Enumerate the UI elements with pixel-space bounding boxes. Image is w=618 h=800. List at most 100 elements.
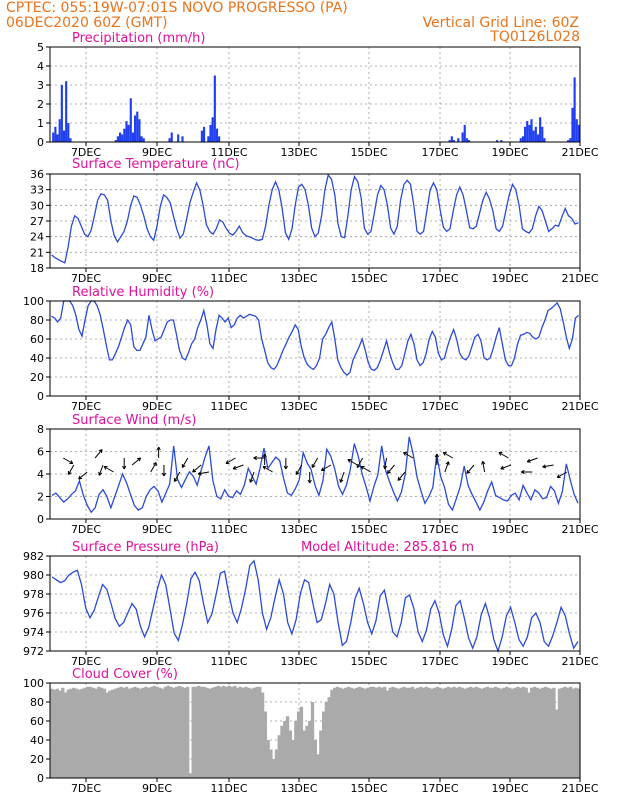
cloud-bar: [111, 689, 115, 778]
cloud-bar: [86, 686, 90, 778]
x-tick-label: 21DEC: [561, 655, 598, 668]
cloud-bar: [188, 773, 193, 778]
cloud-bar: [72, 687, 76, 778]
cloud-bar: [241, 687, 245, 778]
wind-arrow-head: [192, 470, 197, 473]
cloud-bar: [455, 687, 459, 778]
wind-arrow: [150, 462, 157, 473]
y-tick-label: 100: [23, 295, 44, 308]
wind-arrow-head: [542, 466, 547, 469]
x-tick-label: 19DEC: [491, 655, 528, 668]
x-tick-label: 21DEC: [561, 400, 598, 413]
cloud-bar: [158, 687, 162, 778]
precip-bar: [138, 119, 141, 142]
wind-arrow-head: [78, 477, 83, 480]
y-tick-label: 100: [23, 677, 44, 690]
cloud-bar: [210, 687, 215, 778]
y-tick-label: 5: [37, 41, 44, 54]
x-tick-label: 21DEC: [561, 272, 598, 285]
wind-arrow: [482, 461, 486, 473]
precip-bar: [202, 126, 206, 142]
precip-bar: [567, 140, 570, 142]
cloud-bar: [316, 754, 320, 778]
precip-bar: [569, 138, 572, 142]
wind-arrow-head: [384, 465, 388, 470]
precip-bar: [52, 132, 55, 142]
precip-bar: [114, 140, 117, 142]
cloud-bar: [402, 686, 406, 778]
precip-bar: [207, 136, 210, 142]
wind-arrow-head: [123, 465, 127, 470]
cloud-bar: [335, 686, 340, 778]
cloud-bar: [502, 687, 506, 778]
panel-frame: [49, 682, 581, 779]
y-tick-label: 2: [37, 491, 44, 504]
x-tick-label: 19DEC: [491, 272, 528, 285]
wind-arrow: [466, 464, 475, 474]
cloud-bar: [296, 711, 301, 778]
cloud-bar: [94, 688, 98, 778]
cloud-bar: [388, 687, 392, 778]
header: CPTEC: 055:19W-07:01S NOVO PROGRESSO (PA…: [6, 0, 580, 45]
y-tick-label: 33: [30, 184, 44, 197]
x-tick-label: 19DEC: [491, 400, 528, 413]
panel-5: 972 974 976 978 980 982 7DEC 9DEC 11DEC 13DEC 15DE…: [23, 540, 599, 668]
wind-arrow: [384, 457, 388, 469]
cloud-bar: [488, 687, 492, 778]
cloud-bar: [518, 687, 523, 778]
x-tick-label: 9DEC: [142, 655, 172, 668]
precip-bar: [142, 138, 145, 142]
cloud-bar: [97, 686, 101, 778]
cloud-bar: [119, 686, 123, 778]
cloud-bar: [530, 687, 534, 778]
precip-bar: [467, 140, 471, 142]
y-tick-label: 980: [23, 569, 44, 582]
wind-arrow: [103, 466, 114, 473]
wind-arrow-head: [311, 465, 316, 468]
cloud-bar: [116, 687, 120, 778]
cloud-bar: [216, 685, 220, 778]
wind-arrow-head: [98, 472, 103, 476]
precip-bar: [218, 136, 221, 142]
cloud-bar: [535, 687, 539, 778]
precip-bar: [140, 136, 143, 142]
panel-3: 0 20 40 60 80 100 7DEC 9DEC 11DEC 13DEC 15DEC 17DEC…: [23, 285, 599, 413]
cloud-bar: [227, 685, 231, 778]
wind-arrow: [321, 464, 332, 471]
cloud-bar: [480, 688, 484, 778]
cloud-bar: [136, 687, 140, 778]
cloud-bar: [407, 687, 412, 778]
x-tick-label: 13DEC: [280, 523, 317, 536]
cloud-bar: [577, 688, 581, 778]
cloud-bar: [169, 686, 173, 778]
cloud-bar: [510, 688, 515, 778]
wind-arrow-head: [360, 466, 364, 470]
cloud-bar: [358, 686, 362, 778]
y-tick-label: 4: [37, 60, 44, 73]
cloud-bar: [557, 688, 562, 778]
cloud-bar: [258, 686, 262, 778]
cloud-bar: [138, 688, 143, 778]
y-tick-label: 3: [37, 79, 44, 92]
precip-bar: [519, 138, 522, 142]
cloud-bar: [380, 687, 384, 778]
wind-arrow: [542, 464, 554, 468]
wind-arrow-head: [466, 471, 471, 474]
x-tick-label: 13DEC: [280, 655, 317, 668]
wind-arrow: [198, 471, 210, 475]
cloud-bar: [163, 686, 168, 778]
cloud-bar: [396, 688, 401, 778]
x-tick-label: 7DEC: [71, 400, 101, 413]
cloud-bar: [555, 709, 559, 778]
panel-frame: [49, 300, 581, 397]
y-tick-label: 8: [37, 423, 44, 436]
cloud-bar: [55, 688, 59, 778]
wind-arrow-head: [442, 452, 446, 456]
y-tick-label: 982: [23, 550, 44, 563]
x-tick-label: 17DEC: [421, 272, 458, 285]
y-tick-label: 27: [30, 215, 44, 228]
wind-arrow-head: [98, 449, 103, 452]
cloud-bar: [571, 688, 576, 778]
x-tick-label: 9DEC: [142, 272, 172, 285]
cloud-bar: [91, 687, 95, 778]
